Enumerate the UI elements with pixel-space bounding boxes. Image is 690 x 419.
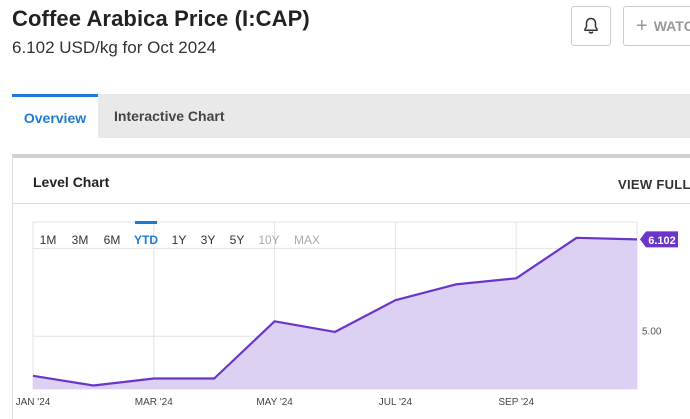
panel-title: Level Chart [33, 174, 110, 190]
tab-interactive-chart[interactable]: Interactive Chart [114, 108, 225, 124]
tab-bar: Overview Interactive Chart [12, 94, 690, 138]
range-label: 10Y [258, 233, 279, 247]
range-button-6m[interactable]: 6M [104, 233, 121, 247]
range-button-1m[interactable]: 1M [40, 233, 57, 247]
watchlist-button[interactable]: + WATC [623, 6, 690, 46]
range-label: YTD [134, 233, 158, 247]
x-tick-label: SEP '24 [498, 397, 534, 408]
range-label: 3M [72, 233, 89, 247]
x-tick-label: MAY '24 [256, 397, 293, 408]
plus-icon: + [636, 15, 648, 37]
range-button-max: MAX [294, 233, 320, 247]
range-button-3m[interactable]: 3M [72, 233, 89, 247]
range-button-ytd[interactable]: YTD [134, 221, 158, 247]
range-label: 5Y [230, 233, 245, 247]
range-button-1y[interactable]: 1Y [172, 233, 187, 247]
page-title: Coffee Arabica Price (I:CAP) [12, 6, 310, 31]
x-tick-label: JAN '24 [16, 397, 51, 408]
view-full-chart-link[interactable]: VIEW FULL C [618, 177, 690, 192]
range-label: 3Y [201, 233, 216, 247]
range-label: 1M [40, 233, 57, 247]
y-tick-label: 5.00 [642, 326, 662, 337]
series-area [33, 237, 637, 389]
x-tick-label: JUL '24 [379, 397, 413, 408]
bell-icon [584, 17, 598, 34]
alert-button[interactable] [571, 6, 611, 46]
series-line [32, 236, 638, 387]
range-button-5y[interactable]: 5Y [230, 233, 245, 247]
watchlist-label: WATC [653, 18, 690, 34]
price-subtitle: 6.102 USD/kg for Oct 2024 [12, 38, 217, 57]
range-active-indicator [135, 221, 157, 224]
tab-overview[interactable]: Overview [12, 94, 98, 138]
range-button-3y[interactable]: 3Y [201, 233, 216, 247]
panel-header: Level Chart VIEW FULL C [13, 158, 690, 204]
range-label: 1Y [172, 233, 187, 247]
range-label: MAX [294, 233, 320, 247]
x-tick-label: MAR '24 [135, 397, 173, 408]
last-value-badge [640, 231, 678, 248]
range-button-10y: 10Y [258, 233, 279, 247]
last-value-label: 6.102 [648, 235, 676, 247]
range-label: 6M [104, 233, 121, 247]
